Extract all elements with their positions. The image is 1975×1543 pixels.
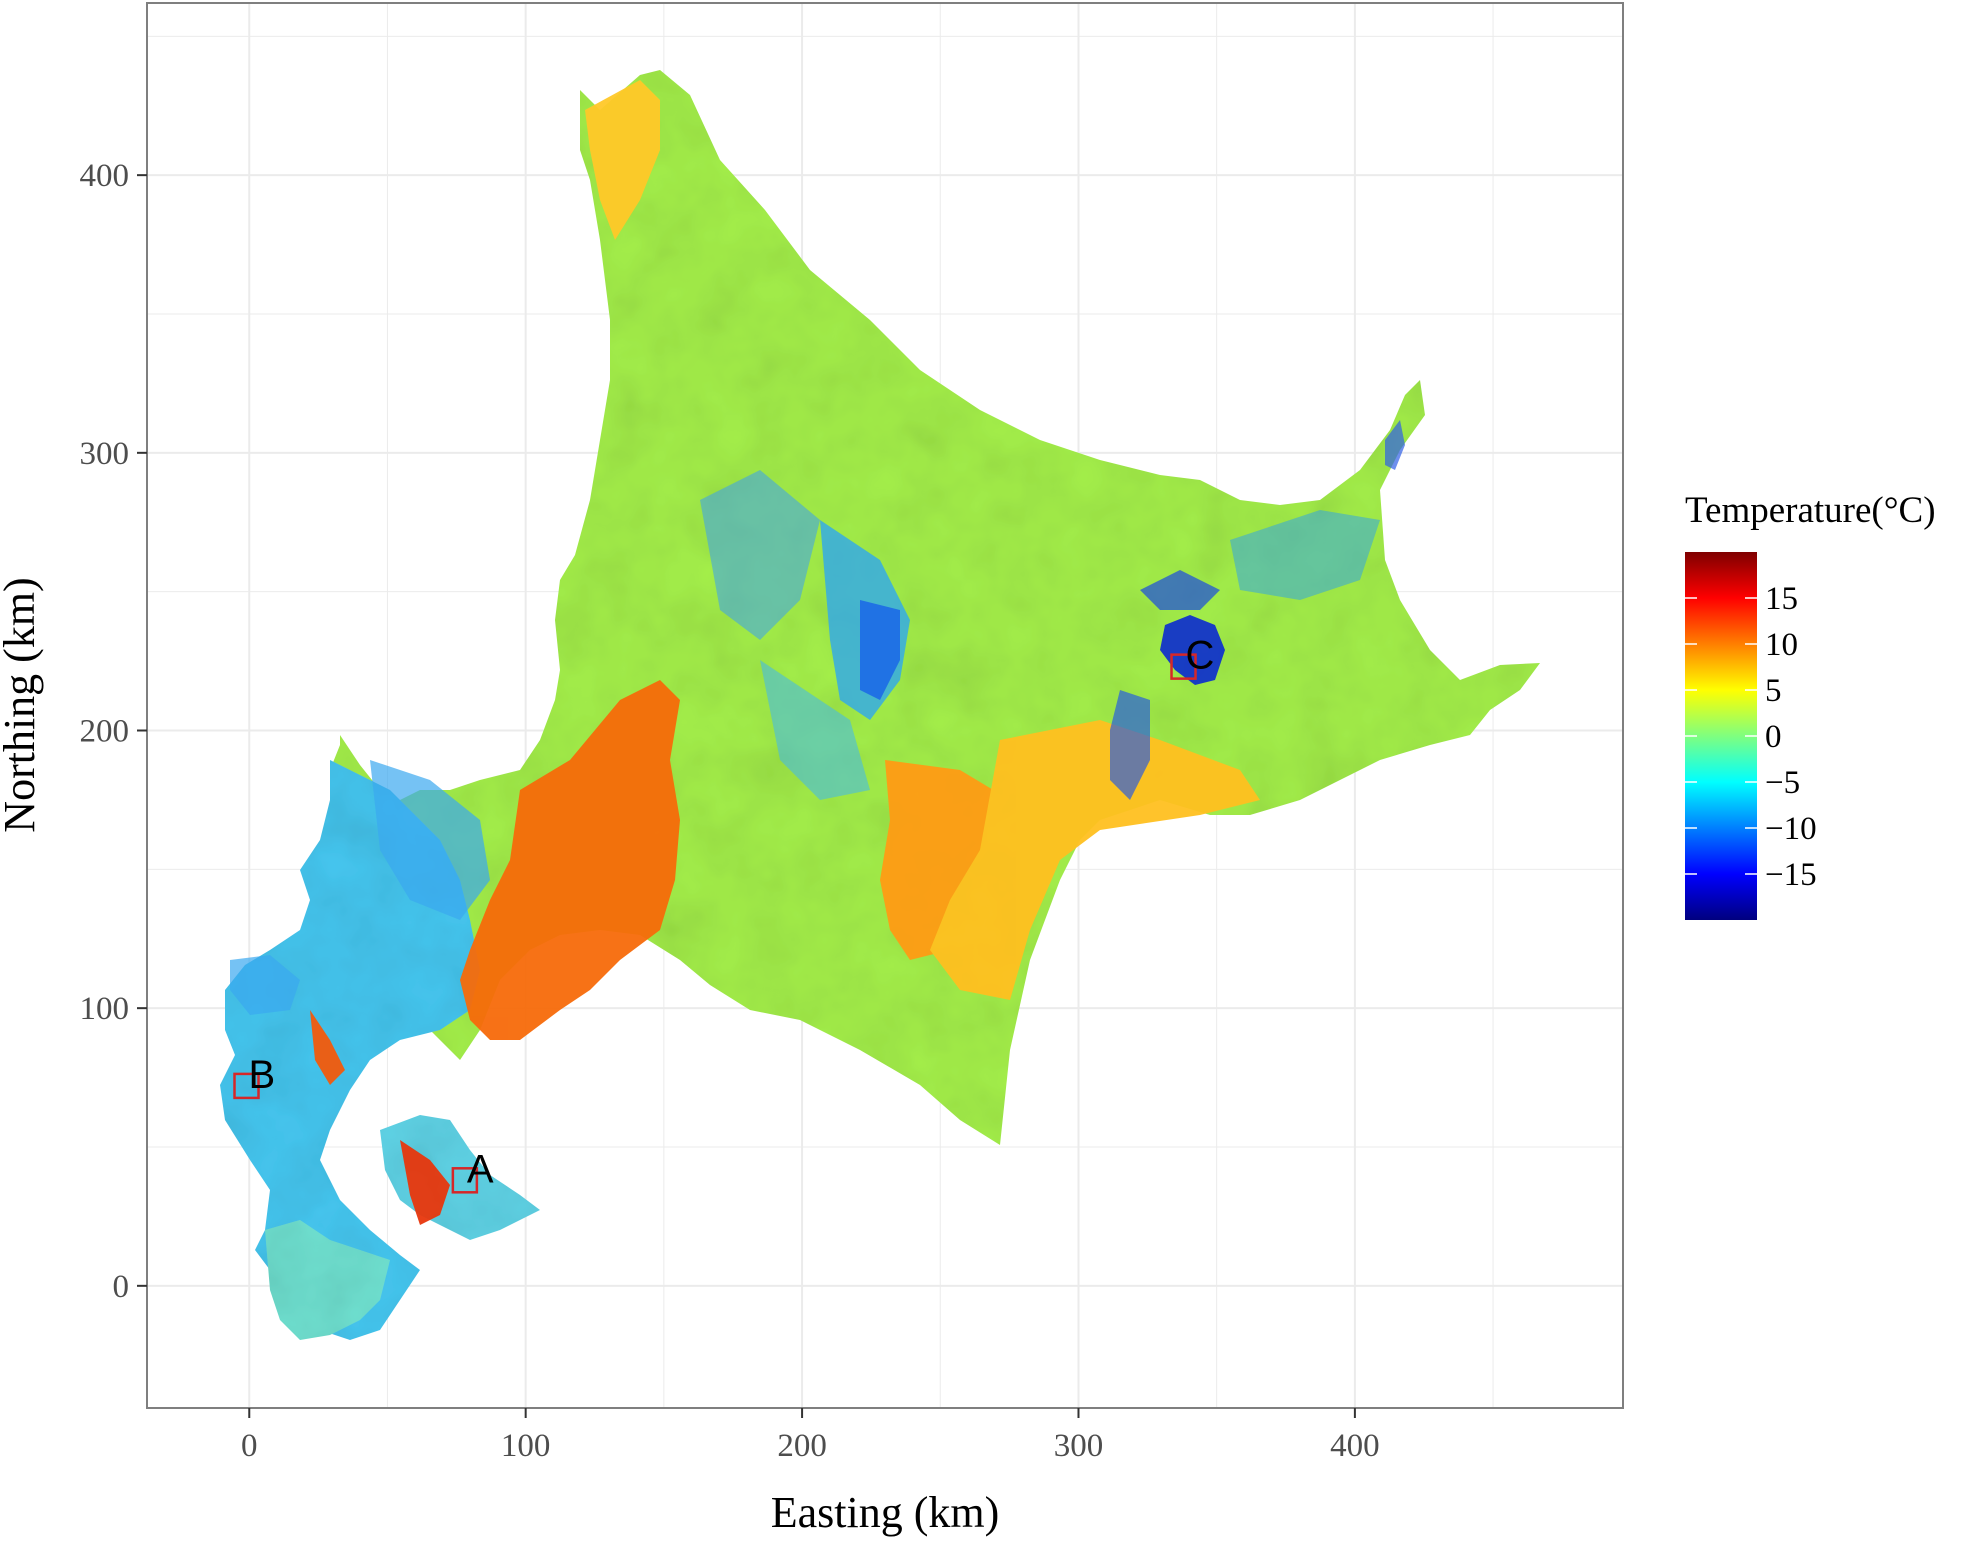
y-axis: 0 100 200 300 400	[80, 158, 147, 1305]
y-tick-label-0: 0	[113, 1269, 130, 1305]
cold-mountains	[230, 420, 1405, 1015]
legend-tick-label-5: −10	[1765, 811, 1817, 847]
y-tick-label-4: 400	[80, 158, 130, 194]
legend-tick-label-4: −5	[1765, 765, 1800, 801]
y-axis-title: Northing (km)	[0, 577, 44, 832]
y-tick-label-3: 300	[80, 436, 130, 472]
legend-title: Temperature(°C)	[1685, 490, 1936, 531]
y-tick-label-1: 100	[80, 991, 130, 1027]
legend-tick-label-2: 5	[1765, 673, 1782, 709]
site-box-c	[1170, 653, 1197, 680]
site-label-c: C	[1186, 634, 1215, 678]
legend-tick-label-0: 15	[1765, 581, 1798, 617]
site-box-a	[451, 1167, 479, 1194]
site-label-b: B	[249, 1053, 276, 1097]
x-tick-label-4: 400	[1330, 1428, 1380, 1464]
x-tick-label-3: 300	[1054, 1428, 1104, 1464]
panel-border	[146, 2, 1624, 1409]
x-tick-label-1: 100	[501, 1428, 551, 1464]
x-axis: 0 100 200 300 400	[241, 1408, 1380, 1464]
map-panel: A B C	[146, 2, 1624, 1409]
y-tick-label-2: 200	[80, 713, 130, 749]
legend-tick-label-3: 0	[1765, 719, 1782, 755]
island-raster	[220, 70, 1540, 1340]
site-label-a: A	[467, 1147, 494, 1191]
x-tick-label-0: 0	[241, 1428, 258, 1464]
legend-ticks: 15 10 5 0 −5 −10 −15	[1685, 581, 1817, 893]
warm-lowlands	[310, 80, 1260, 1225]
x-axis-title: Easting (km)	[771, 1488, 1000, 1537]
legend-tick-label-6: −15	[1765, 857, 1817, 893]
island-lower-lobe	[265, 1220, 390, 1340]
site-box-b	[233, 1072, 260, 1100]
site-markers: A B C	[233, 634, 1215, 1194]
island-southwest-peninsula	[220, 760, 480, 1340]
x-tick-label-2: 200	[777, 1428, 827, 1464]
legend-tick-label-1: 10	[1765, 627, 1798, 663]
temperature-legend: Temperature(°C) 15 10 5 0 −5 −10 −15	[1685, 490, 1936, 920]
